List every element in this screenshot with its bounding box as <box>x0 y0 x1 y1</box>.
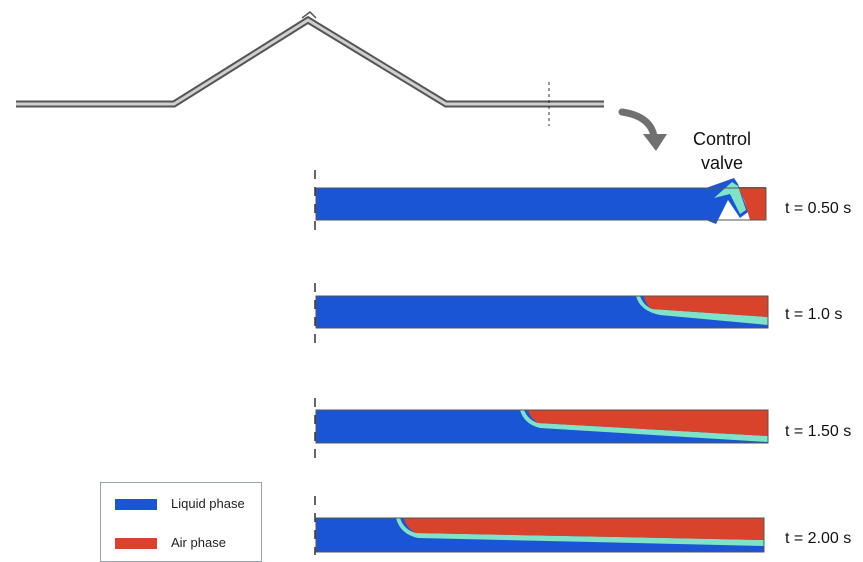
snapshot-t200 <box>315 517 765 553</box>
pipe-outline <box>315 517 765 553</box>
pipeline-profile <box>16 11 604 126</box>
pipe-outline <box>315 295 769 329</box>
snapshot-t050 <box>315 178 767 224</box>
time-label-t150: t = 1.50 s <box>785 423 852 440</box>
air-region <box>644 296 768 317</box>
valve-interface <box>714 182 746 214</box>
interface-band <box>396 518 764 546</box>
liquid-phase-swatch <box>115 499 157 510</box>
time-label-t200: t = 2.00 s <box>785 530 852 547</box>
legend-label-air: Air phase <box>171 535 226 550</box>
air-region <box>404 518 764 540</box>
liquid-region <box>316 188 706 220</box>
control-valve-label: Control valve <box>692 129 752 173</box>
interface-band <box>636 296 768 325</box>
phase-legend: Liquid phase Air phase <box>100 482 262 562</box>
interface-band <box>520 410 768 442</box>
snapshot-t100 <box>315 295 769 329</box>
air-phase-swatch <box>115 538 157 549</box>
time-label-t100: t = 1.0 s <box>785 306 843 323</box>
snapshot-t150 <box>315 409 769 444</box>
air-region <box>528 410 768 436</box>
legend-label-liquid: Liquid phase <box>171 496 245 511</box>
time-label-t050: t = 0.50 s <box>785 200 852 217</box>
pipe-outline <box>315 409 769 444</box>
pipe-outline <box>315 187 767 221</box>
air-region <box>738 187 766 220</box>
zoom-arrow-icon <box>618 108 667 151</box>
